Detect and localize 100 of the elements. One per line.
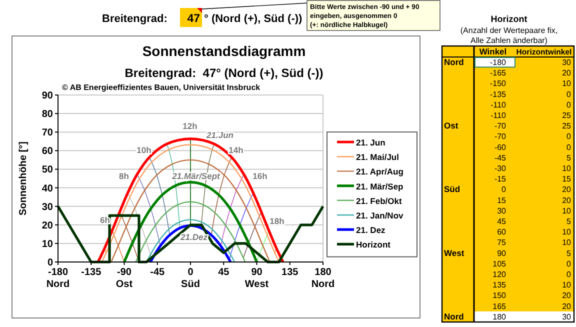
chart-title: Sonnenstandsdiagramm: [142, 43, 306, 59]
line-series: [148, 156, 170, 236]
y-tick-label: 0: [47, 258, 54, 268]
y-tick-label: Nord: [444, 311, 464, 322]
legend-label: 21. Feb/Okt: [356, 196, 402, 206]
legend-label: 21. Jan/Nov: [356, 210, 404, 220]
data-label: 15: [497, 196, 507, 205]
data-label: 120: [492, 270, 507, 279]
data-label: 20: [562, 302, 572, 311]
data-label: 0: [566, 142, 572, 152]
x-tick-label: 45: [218, 267, 230, 278]
y-axis-title: Sonnenhöhe [°]: [18, 142, 29, 216]
data-label: 10: [562, 164, 572, 173]
line-series: [122, 180, 258, 264]
data-label: -110: [490, 100, 507, 110]
annotation: 12h: [182, 121, 198, 131]
annotation: 21.Dez: [180, 232, 208, 242]
chart-title: Horizont: [490, 14, 528, 24]
data-label: 25: [562, 111, 572, 120]
legend-label: 21. Mai/Jul: [356, 152, 399, 162]
data-label: 165: [492, 302, 507, 311]
line-series: [242, 212, 262, 258]
annotation: 10h: [136, 145, 152, 155]
y-tick-label: Nord: [444, 57, 464, 67]
chart-subtitle: Breitengrad: 47° (Nord (+), Süd (-)): [124, 66, 324, 80]
data-label: 10: [562, 238, 572, 248]
data-label: -70: [494, 132, 507, 142]
legend-label: 21. Apr/Aug: [356, 166, 404, 177]
text: © AB Energieeffizientes Bauen, Universität Insbruck: [62, 83, 261, 92]
legend-label: 21. Jun: [356, 138, 386, 148]
x-tick-label: 90 West: [244, 267, 270, 290]
annotation: 14h: [228, 145, 244, 155]
data-label: 10: [562, 228, 572, 237]
data-label: 75: [497, 238, 507, 248]
y-tick-label: 90: [42, 90, 54, 102]
data-label: 25: [562, 122, 572, 131]
y-tick-label: Ost: [444, 120, 458, 131]
text: 47: [187, 13, 200, 25]
line-series: [119, 212, 138, 258]
data-label: 10: [562, 280, 572, 290]
y-tick-label: 80: [42, 109, 54, 120]
data-label: -150: [490, 79, 507, 88]
y-tick-label: 50: [42, 164, 54, 176]
legend-label: 21. Mär/Sep: [356, 181, 404, 192]
data-label: 5: [566, 153, 572, 162]
data-label: 5: [566, 248, 572, 258]
data-label: 20: [562, 185, 572, 194]
data-label: 0: [566, 90, 572, 99]
data-label: 0: [566, 132, 572, 142]
x-tick-label: 135: [282, 267, 299, 278]
x-tick-label: Winkel: [479, 46, 507, 56]
x-tick-label: -90 Ost: [116, 267, 134, 290]
data-label: -110: [490, 111, 507, 120]
data-label: 60: [497, 228, 507, 237]
chart-subtitle: (Anzahl der Wertepaare fix, Alle Zahlen änderbar): [460, 26, 558, 45]
annotation: 8h: [119, 171, 129, 181]
x-tick-label: 0 Süd: [181, 267, 200, 290]
data-label: -165: [490, 68, 507, 78]
annotation: 18h: [270, 216, 284, 226]
x-tick-label: -45: [150, 267, 166, 278]
data-label: 0: [566, 259, 572, 268]
data-label: 90: [497, 248, 507, 258]
data-label: -135: [490, 90, 507, 99]
data-label: 0: [566, 270, 572, 279]
legend-label: 21. Dez: [356, 225, 386, 236]
data-label: 10: [562, 79, 572, 88]
y-tick-label: West: [444, 248, 464, 258]
data-label: -30: [494, 164, 507, 173]
data-label: 30: [562, 312, 572, 322]
y-tick-label: 30: [42, 202, 54, 213]
x-tick-label: -135: [81, 267, 102, 278]
data-label: -180: [490, 58, 507, 67]
data-label: 0: [502, 185, 507, 194]
data-label: 10: [562, 206, 572, 216]
legend-label: Horizont: [356, 240, 391, 250]
data-label: 0: [566, 100, 572, 110]
data-label: 15: [562, 174, 572, 184]
data-label: 30: [562, 58, 572, 67]
data-label: -15: [494, 174, 507, 184]
y-tick-label: 70: [42, 128, 54, 139]
x-tick-label: -180 Nord: [46, 267, 70, 290]
annotation: 21.Jun: [206, 130, 234, 140]
data-label: 20: [562, 196, 572, 205]
line-series: [110, 159, 270, 263]
data-label: 180: [492, 312, 507, 322]
line-series: [135, 201, 246, 263]
line-series: [112, 230, 125, 262]
data-label: -60: [494, 142, 507, 152]
y-tick-label: 10: [42, 238, 54, 250]
annotation: 16h: [252, 171, 268, 181]
data-label: 45: [497, 217, 507, 226]
data-label: 20: [562, 68, 572, 78]
text: Breitengrad:: [102, 13, 168, 25]
y-tick-label: Süd: [444, 184, 460, 194]
line-series: [136, 174, 161, 246]
y-tick-label: 60: [42, 146, 54, 158]
data-label: 105: [492, 259, 507, 268]
text: ° (Nord (+), Süd (-)): [204, 13, 303, 25]
data-label: 150: [492, 291, 507, 300]
data-label: 5: [566, 217, 572, 226]
